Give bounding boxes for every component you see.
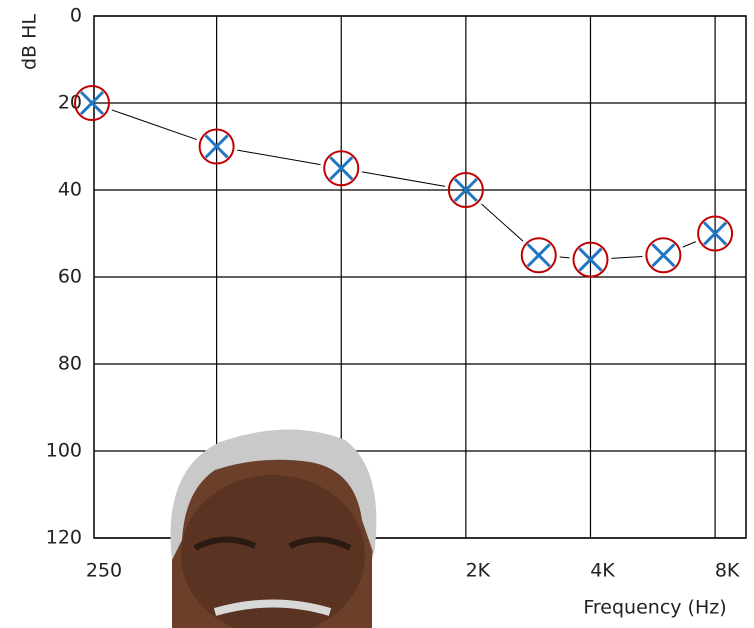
marker-cross — [453, 177, 478, 203]
y-tick-label: 80 — [58, 353, 82, 375]
marker-circle — [323, 150, 360, 187]
marker-circle — [645, 237, 682, 274]
y-tick-label: 60 — [58, 266, 82, 288]
connector — [481, 203, 524, 242]
marker-circle — [520, 237, 557, 274]
marker-circle — [447, 172, 484, 208]
marker-cross — [703, 221, 728, 246]
connector — [559, 256, 570, 259]
marker-circle — [572, 241, 609, 278]
y-tick-label: 100 — [46, 440, 82, 462]
connector — [361, 171, 446, 187]
connector — [682, 241, 696, 248]
x-tick-label: 8K — [715, 560, 740, 582]
connector — [611, 256, 643, 259]
y-tick-label: 120 — [46, 527, 82, 549]
y-axis-label: dB HL — [19, 14, 41, 70]
x-tick-label: 2K — [466, 560, 491, 582]
marker-circle — [198, 128, 235, 165]
marker-cross — [79, 90, 105, 116]
marker-cross — [578, 247, 603, 272]
marker-cross — [204, 134, 229, 159]
y-tick-label: 20 — [58, 92, 82, 114]
y-tick-label: 40 — [58, 179, 82, 201]
plot: 0204060801001202505001K2K4K8K — [46, 5, 747, 582]
y-tick-label: 0 — [70, 5, 82, 27]
marker-cross — [651, 243, 676, 268]
marker-circle — [74, 85, 110, 121]
x-axis-label: Frequency (Hz) — [583, 597, 726, 619]
connector — [237, 149, 321, 166]
marker-circle — [697, 215, 734, 252]
connector — [111, 109, 197, 141]
x-tick-label: 4K — [590, 560, 615, 582]
x-tick-label: 250 — [86, 560, 122, 582]
marker-cross — [329, 156, 354, 181]
photo — [170, 429, 377, 628]
marker-cross — [526, 243, 551, 268]
